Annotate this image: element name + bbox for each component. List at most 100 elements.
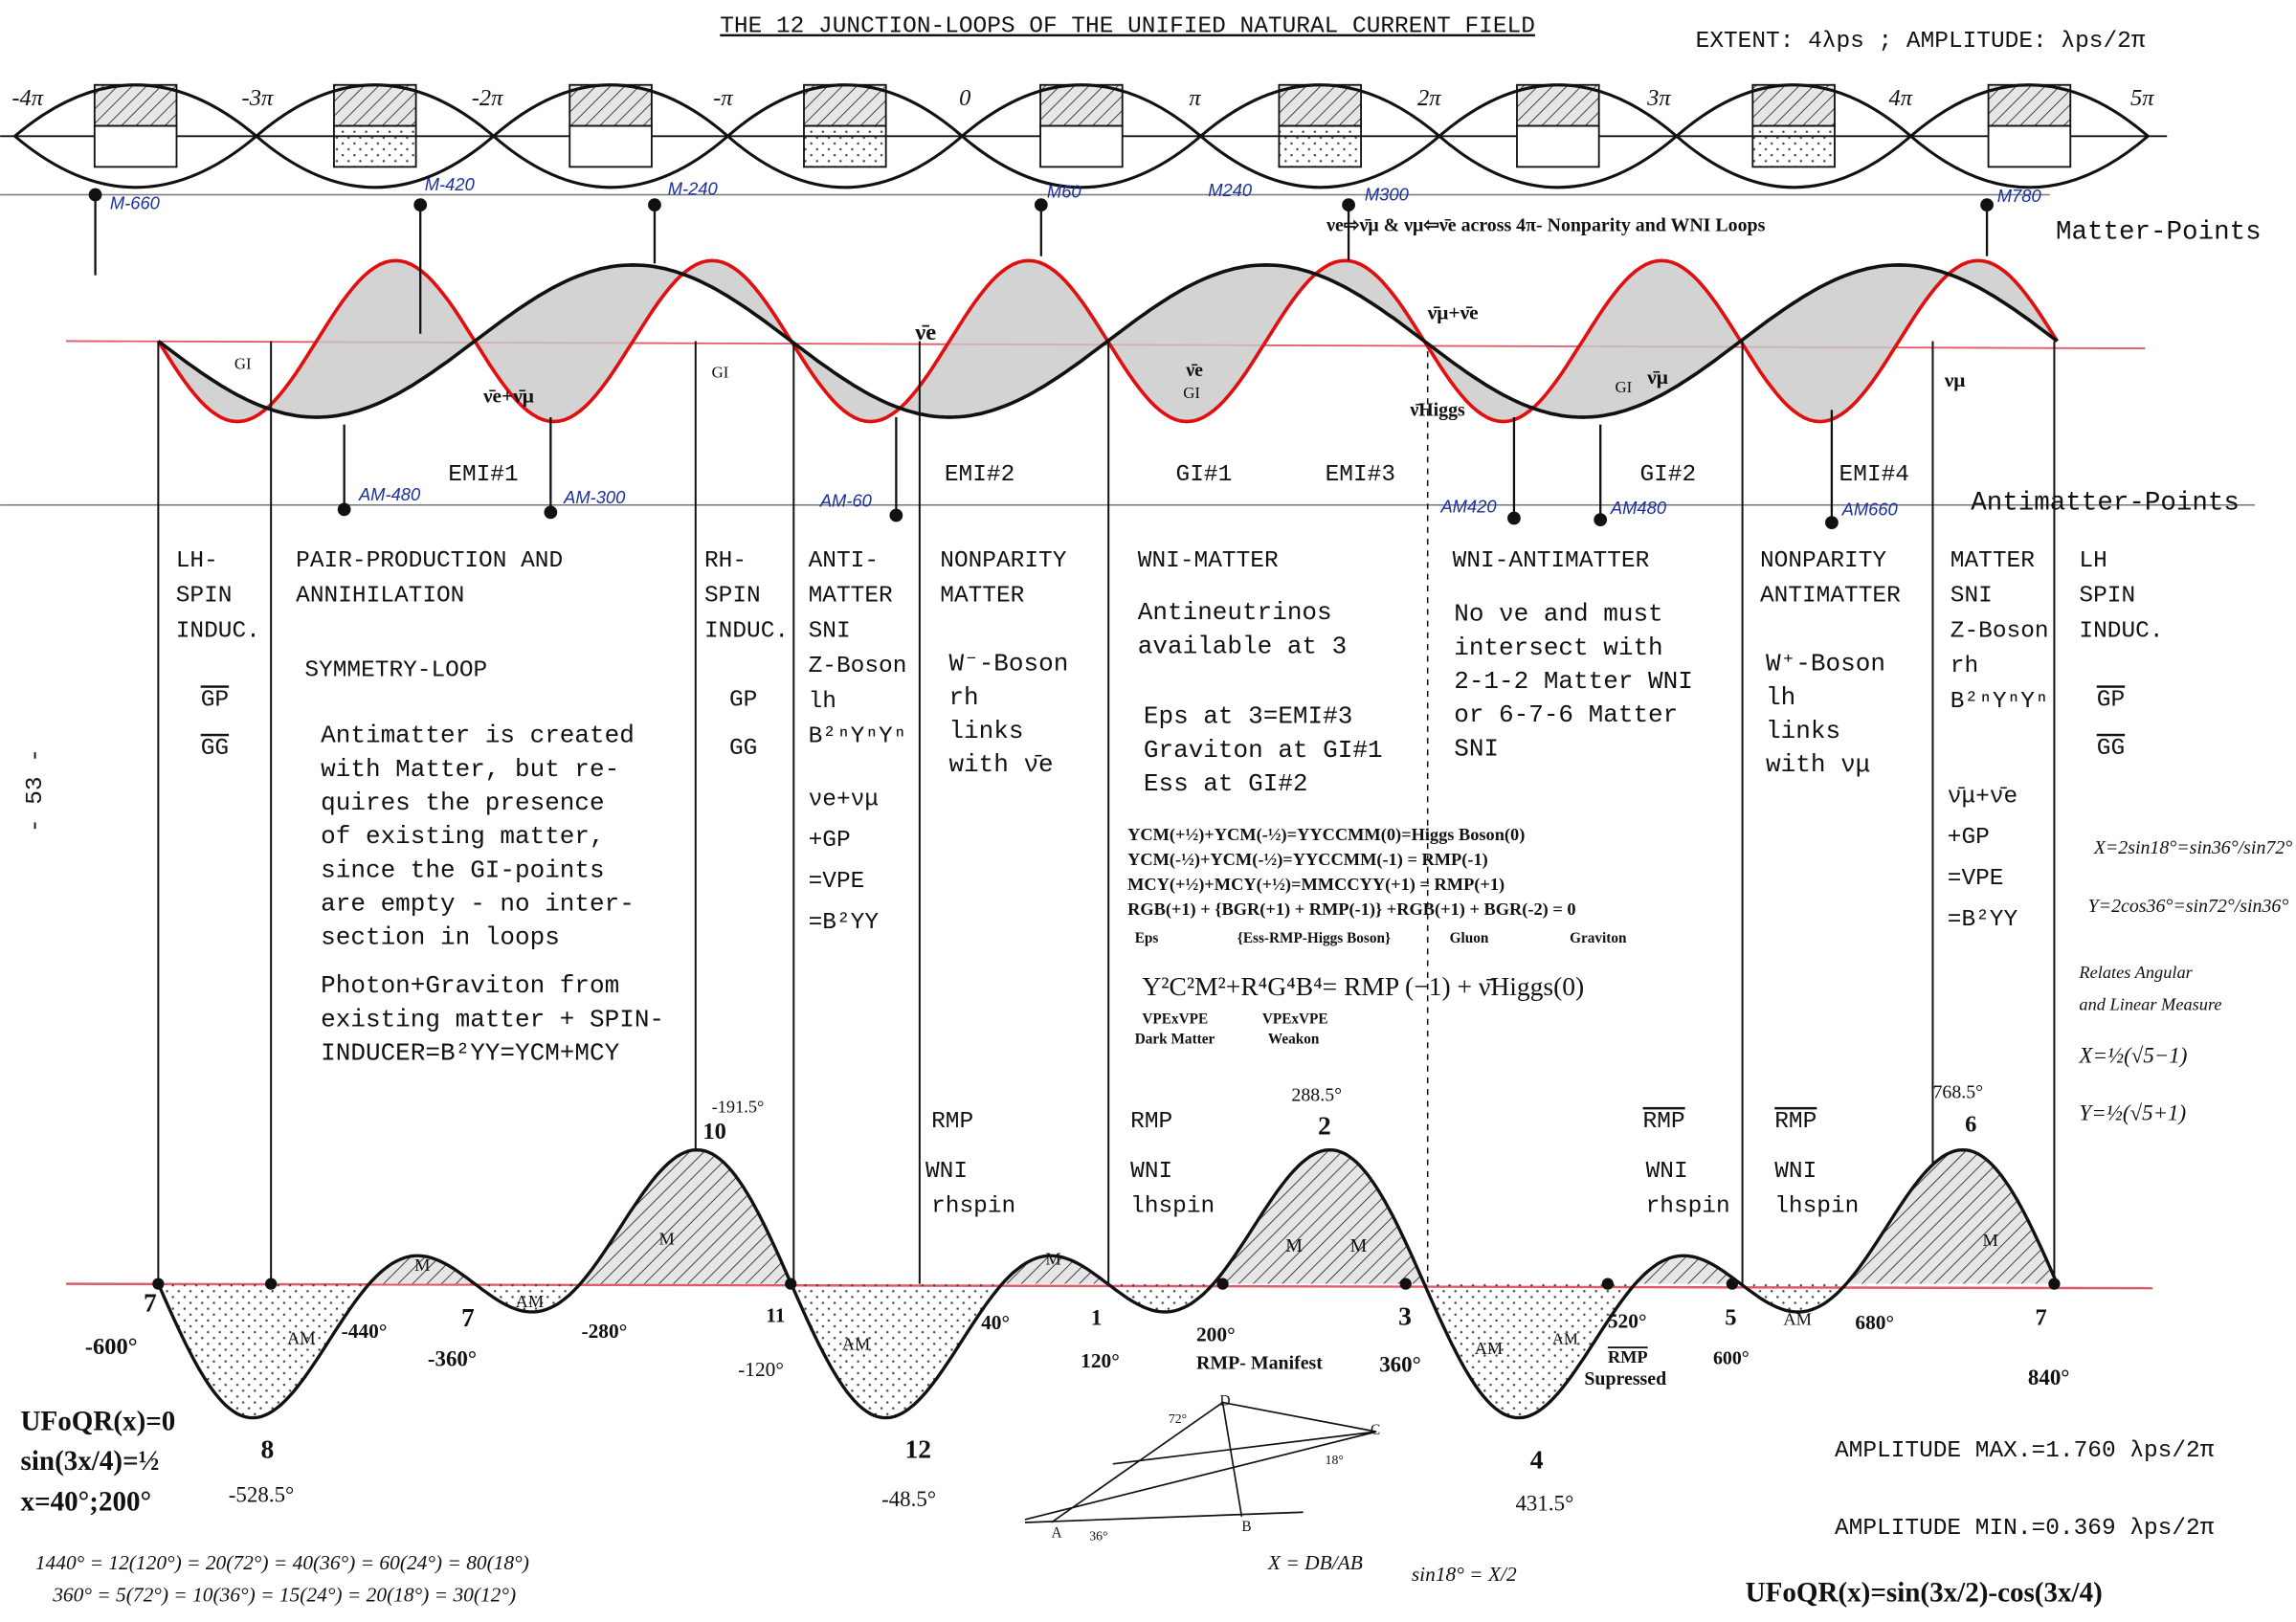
- label: RMP: [1130, 1109, 1172, 1135]
- label: 520°: [1608, 1310, 1647, 1333]
- text-line: WNI-MATTER: [1138, 548, 1279, 574]
- label: AM: [1783, 1309, 1812, 1328]
- label: 1: [1091, 1305, 1102, 1329]
- text-line: SPIN: [2079, 584, 2135, 610]
- label: rhspin: [931, 1194, 1015, 1220]
- box: [333, 83, 417, 127]
- text-line: Antimatter is created: [321, 722, 635, 750]
- label: νμ: [1944, 368, 1966, 391]
- antimatter-label: AM420: [1439, 496, 1497, 516]
- positive-area: [158, 1149, 2058, 1284]
- label: ν̄μ+ν̄e: [1427, 300, 1479, 323]
- label: -120°: [738, 1358, 784, 1381]
- box: [1278, 124, 1363, 168]
- label: X = DB/AB: [1267, 1551, 1363, 1574]
- box: [1751, 124, 1836, 168]
- antimatter-dot: [889, 508, 903, 522]
- label: and Linear Measure: [2079, 995, 2221, 1014]
- text-line: RGB(+1) + {BGR(+1) + RMP(-1)} +RGB(+1) +…: [1127, 900, 1575, 920]
- wave: [13, 135, 2150, 189]
- antimatter-dot: [1825, 516, 1839, 530]
- label: -360°: [428, 1346, 477, 1370]
- matter-dot: [88, 188, 102, 202]
- label: Matter-Points: [2056, 217, 2262, 247]
- text-line: =VPE: [1948, 866, 2004, 892]
- label: 72°: [1169, 1411, 1187, 1426]
- label: RMP: [1774, 1109, 1817, 1135]
- label: 18°: [1326, 1453, 1344, 1467]
- label: 1440° = 12(120°) = 20(72°) = 40(36°) = 6…: [35, 1551, 529, 1574]
- label: AMPLITUDE MAX.=1.760 λps/2π: [1835, 1438, 2215, 1464]
- node: [1601, 1278, 1614, 1290]
- text-line: 2-1-2 Matter WNI: [1454, 667, 1693, 696]
- antimatter-label: AM660: [1841, 499, 1899, 519]
- text-line: INDUCER=B²YY=YCM+MCY: [321, 1039, 619, 1068]
- text-line: intersect with: [1454, 633, 1662, 662]
- label: -48.5°: [881, 1487, 936, 1511]
- label: AM: [1475, 1339, 1504, 1358]
- label: - 53 -: [23, 748, 49, 833]
- text-line: are empty - no inter-: [321, 890, 635, 919]
- label: -440°: [342, 1320, 388, 1343]
- matter-label: M60: [1047, 182, 1081, 202]
- label: EMI#4: [1839, 462, 1909, 488]
- label: -528.5°: [229, 1483, 294, 1507]
- node: [265, 1278, 278, 1290]
- text-line: ANTI-: [809, 548, 879, 574]
- text-line: +GP: [1948, 825, 1990, 851]
- text-line: rh: [948, 683, 978, 712]
- text-line: =B²YY: [809, 910, 880, 936]
- label: 200°: [1196, 1322, 1236, 1345]
- antimatter-dot: [544, 505, 558, 520]
- axis-label: -4π: [11, 85, 43, 111]
- text-line: Eps at 3=EMI#3: [1144, 702, 1352, 731]
- label: sin(3x/4)=½: [21, 1446, 160, 1477]
- label: -191.5°: [712, 1098, 765, 1117]
- label: -600°: [85, 1334, 138, 1360]
- wave: [13, 83, 2150, 138]
- text-line: ν̄μ+ν̄e: [1948, 784, 2017, 810]
- node: [1399, 1278, 1412, 1290]
- box: [803, 124, 887, 168]
- text-line: GG: [729, 736, 757, 762]
- text-line: lh: [1766, 683, 1795, 712]
- label: lhspin: [1774, 1194, 1859, 1220]
- text-line: W⁻-Boson: [948, 650, 1068, 678]
- label: GI: [1183, 384, 1200, 402]
- axis-label: 3π: [1646, 85, 1671, 111]
- label: 600°: [1713, 1348, 1750, 1369]
- text-line: WNI-ANTIMATTER: [1453, 548, 1650, 574]
- label: X=2sin18°=sin36°/sin72°: [2093, 837, 2293, 858]
- label: 6: [1965, 1112, 1976, 1138]
- box: [1039, 83, 1124, 127]
- text-line: YCM(-½)+YCM(-½)=YYCCMM(-1) = RMP(-1): [1127, 850, 1488, 870]
- text-line: MATTER: [809, 584, 893, 610]
- text-line: Graviton at GI#1: [1144, 736, 1383, 765]
- text-line: Ess at GI#2: [1144, 769, 1308, 798]
- text-line: =B²YY: [1948, 907, 2018, 933]
- label: {Ess-RMP-Higgs Boson}: [1237, 930, 1391, 946]
- matter-label: M780: [1997, 186, 2042, 206]
- label: GI#2: [1640, 462, 1697, 488]
- matter-label: M300: [1365, 185, 1410, 205]
- text-line: SNI: [1950, 584, 1993, 610]
- label: Graviton: [1570, 930, 1627, 946]
- axis-label: 4π: [1889, 85, 1913, 111]
- label: 840°: [2028, 1366, 2070, 1389]
- label: Y²C²M²+R⁴G⁴B⁴= RMP (−1) + ν̄Higgs(0): [1142, 971, 1584, 1001]
- text-line: B²ⁿYⁿYⁿ: [1950, 689, 2049, 715]
- label: 768.5°: [1932, 1081, 1983, 1102]
- label: M: [1285, 1235, 1303, 1256]
- label: x=40°;200°: [21, 1487, 152, 1518]
- label: ν̄Higgs: [1409, 399, 1465, 420]
- text-line: NONPARITY: [940, 548, 1066, 574]
- label: Y=½(√5+1): [2079, 1100, 2186, 1124]
- text-line: INDUC.: [2079, 618, 2163, 644]
- label: ν̄e+ν̄μ: [482, 385, 534, 408]
- box: [1039, 124, 1124, 168]
- label: EMI#3: [1326, 462, 1395, 488]
- label: 680°: [1855, 1311, 1894, 1334]
- antimatter-label: AM-480: [358, 484, 421, 504]
- text-line: MCY(+½)+MCY(+½)=MMCCYY(+1) = RMP(+1): [1127, 875, 1505, 895]
- node: [1726, 1278, 1739, 1290]
